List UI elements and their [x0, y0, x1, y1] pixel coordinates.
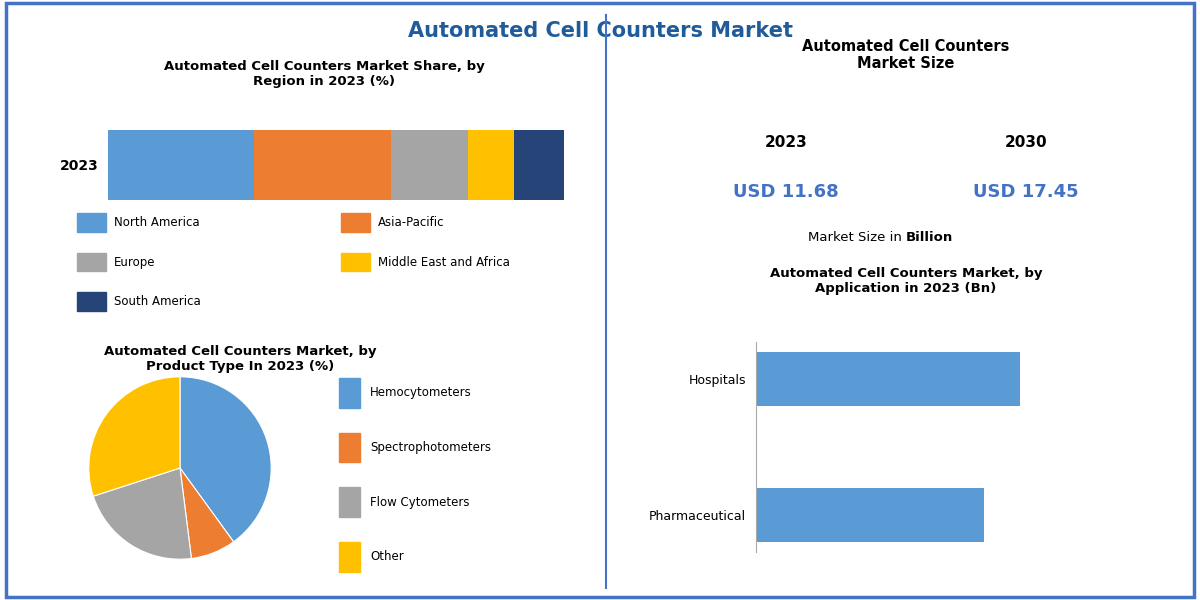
- Text: Market Size in: Market Size in: [808, 231, 906, 244]
- Bar: [77, 292, 107, 311]
- Bar: [514, 130, 564, 200]
- Bar: [341, 253, 371, 271]
- Text: Flow Cytometers: Flow Cytometers: [371, 496, 470, 509]
- Wedge shape: [180, 377, 271, 542]
- Bar: [391, 130, 468, 200]
- Text: South America: South America: [114, 295, 200, 308]
- Text: Automated Cell Counters
Market Size: Automated Cell Counters Market Size: [803, 39, 1009, 71]
- Bar: [338, 487, 360, 517]
- Bar: [341, 213, 371, 232]
- Text: Spectrophotometers: Spectrophotometers: [371, 441, 491, 454]
- Bar: [756, 352, 1020, 406]
- Text: Europe: Europe: [114, 256, 156, 269]
- Text: USD 11.68: USD 11.68: [733, 183, 839, 201]
- Wedge shape: [180, 468, 234, 559]
- Bar: [468, 130, 514, 200]
- Wedge shape: [89, 377, 180, 496]
- Text: 2023: 2023: [764, 135, 808, 150]
- Text: Automated Cell Counters Market, by
Application in 2023 (Bn): Automated Cell Counters Market, by Appli…: [769, 267, 1043, 295]
- Text: USD 17.45: USD 17.45: [973, 183, 1079, 201]
- Text: Hemocytometers: Hemocytometers: [371, 386, 472, 399]
- Bar: [254, 130, 391, 200]
- Bar: [77, 213, 107, 232]
- Bar: [338, 378, 360, 407]
- Text: Automated Cell Counters Market Share, by
Region in 2023 (%): Automated Cell Counters Market Share, by…: [163, 60, 485, 88]
- Text: Other: Other: [371, 550, 404, 563]
- Bar: [338, 433, 360, 462]
- Text: North America: North America: [114, 216, 200, 229]
- Bar: [77, 253, 107, 271]
- Wedge shape: [94, 468, 192, 559]
- Text: Middle East and Africa: Middle East and Africa: [378, 256, 510, 269]
- Bar: [756, 488, 984, 542]
- Bar: [338, 542, 360, 572]
- Bar: [108, 130, 254, 200]
- Text: Asia-Pacific: Asia-Pacific: [378, 216, 445, 229]
- Text: Automated Cell Counters Market: Automated Cell Counters Market: [408, 21, 792, 41]
- Text: 2030: 2030: [1004, 135, 1048, 150]
- Text: Automated Cell Counters Market, by
Product Type In 2023 (%): Automated Cell Counters Market, by Produ…: [103, 345, 377, 373]
- Text: Billion: Billion: [906, 231, 953, 244]
